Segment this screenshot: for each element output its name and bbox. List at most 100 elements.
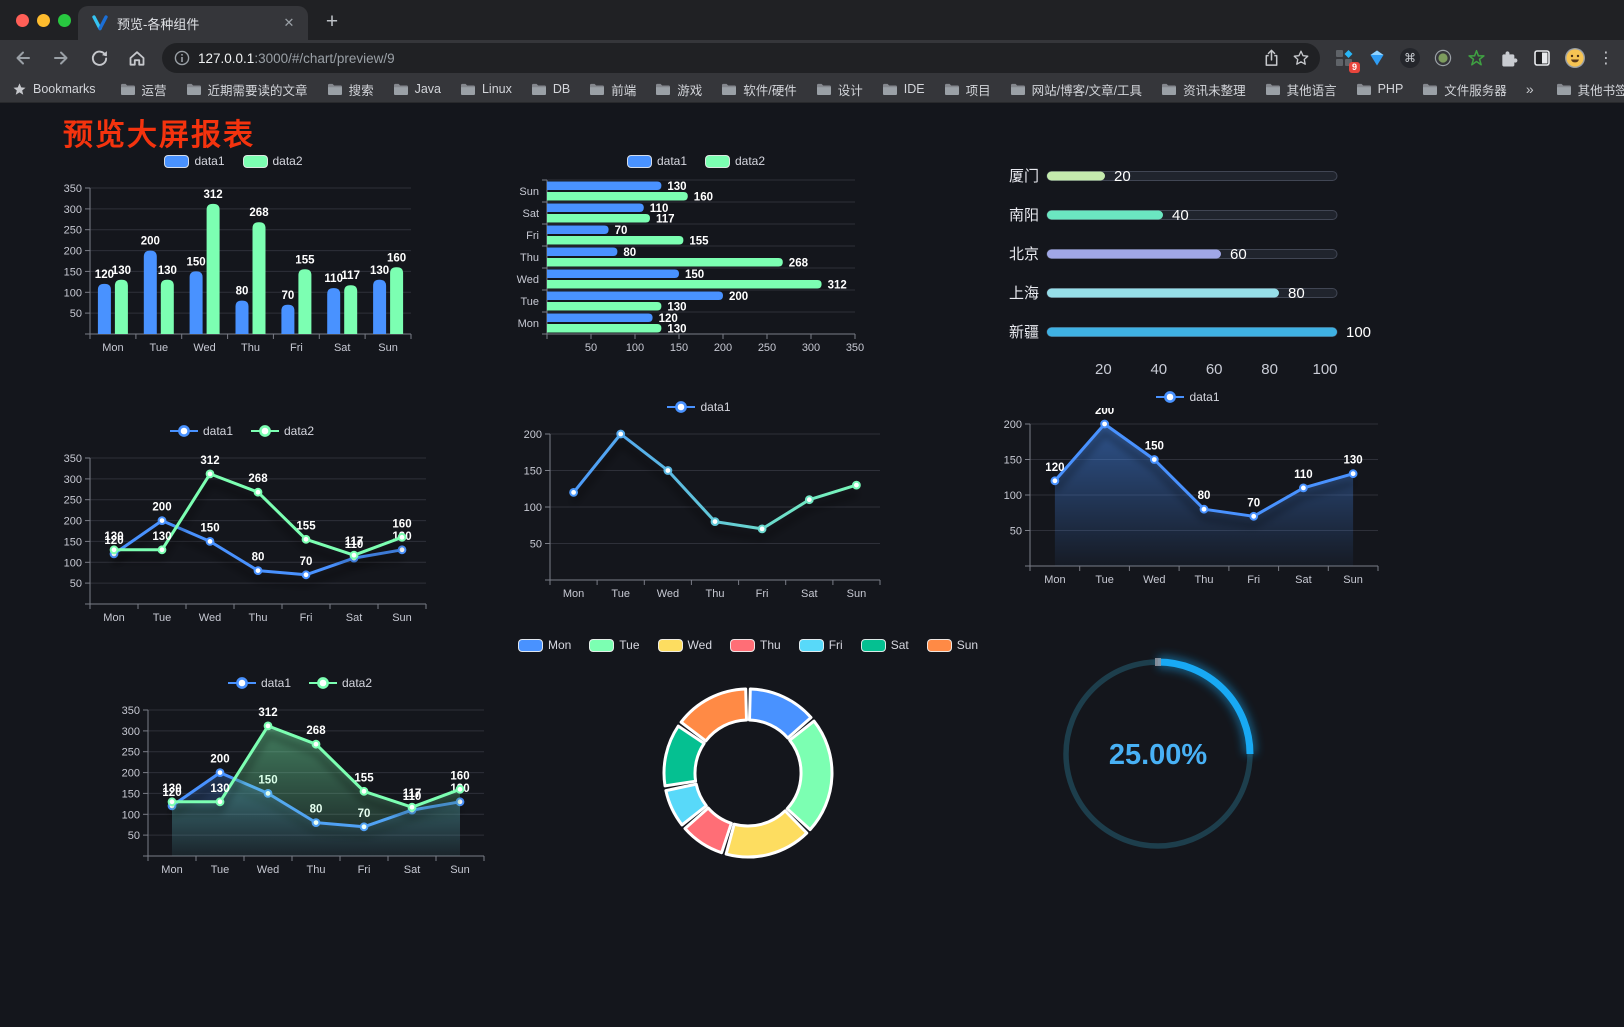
point-data2 xyxy=(349,550,359,560)
line-chart-svg: 50 100 150 200 Mon Tue Wed Thu Fri Sat Sun 120 200 15… xyxy=(1004,408,1379,586)
legend-swatch-icon xyxy=(589,638,615,652)
bookmark-folder[interactable]: 网站/博客/文章/工具 xyxy=(1010,80,1142,99)
home-icon[interactable] xyxy=(122,43,152,73)
svg-text:150: 150 xyxy=(122,788,140,800)
svg-text:155: 155 xyxy=(689,235,709,247)
bookmark-folder[interactable]: IDE xyxy=(882,82,925,96)
legend-line-icon xyxy=(227,677,256,689)
url-bar[interactable]: 127.0.0.1:3000/#/chart/preview/9 xyxy=(162,43,1320,73)
chart-line-gradient[interactable]: data1 50 100 150 200 Mon Tue Wed Thu Fri Sat Sun xyxy=(506,396,892,608)
extension-record-icon[interactable] xyxy=(1431,46,1455,70)
bookmark-folder[interactable]: Java xyxy=(393,82,441,96)
hbar-data2-Sat xyxy=(547,214,650,223)
bookmarks-label[interactable]: Bookmarks xyxy=(33,82,96,96)
legend-label: Tue xyxy=(619,638,640,652)
window-zoom-button[interactable] xyxy=(58,14,71,27)
window-close-button[interactable] xyxy=(16,14,29,27)
bookmarks-star-icon[interactable] xyxy=(12,82,27,97)
chart-line-dual-area[interactable]: data1 data2 50 100 150 200 250 300 350 Mon Tue Wed T… xyxy=(104,672,496,884)
progress-fill-北京 xyxy=(1047,249,1221,259)
legend-item-Wed[interactable]: Wed xyxy=(657,638,712,652)
extension-diamond-icon[interactable] xyxy=(1365,46,1389,70)
bookmarks-overflow-chevron[interactable]: » xyxy=(1525,81,1534,97)
reload-icon[interactable] xyxy=(84,43,114,73)
window-controls[interactable] xyxy=(16,14,71,27)
point-data2 xyxy=(215,797,225,807)
extension-star-icon[interactable] xyxy=(1464,46,1488,70)
bookmark-folder[interactable]: Linux xyxy=(460,82,512,96)
point-data1 xyxy=(1348,469,1358,479)
bookmark-label: Linux xyxy=(481,82,512,96)
legend-item-data1[interactable]: data1 xyxy=(1156,390,1220,404)
legend-item-data1[interactable]: data1 xyxy=(164,154,225,168)
legend-item-data1[interactable]: data1 xyxy=(227,676,291,690)
hbar-data1-Sat xyxy=(547,203,644,212)
legend-item-Fri[interactable]: Fri xyxy=(798,638,843,652)
bar-data2-Mon xyxy=(114,279,128,334)
bookmark-folder[interactable]: 资讯未整理 xyxy=(1161,80,1246,99)
folder-icon xyxy=(186,83,201,95)
bookmark-folder[interactable]: 搜索 xyxy=(327,80,374,99)
legend-item-Thu[interactable]: Thu xyxy=(730,638,781,652)
legend-item-data2[interactable]: data2 xyxy=(309,676,372,690)
chart-donut[interactable]: Mon Tue Wed Thu Fri Sat Sun xyxy=(517,634,978,864)
chart-bar-grouped[interactable]: data1 data2 50 100 150 200 250 300 350 Mon Tue Wed T… xyxy=(46,150,421,362)
window-minimize-button[interactable] xyxy=(37,14,50,27)
extension-grid-icon[interactable]: 9 xyxy=(1332,46,1360,73)
profile-avatar[interactable] xyxy=(1563,46,1587,70)
bookmark-folder[interactable]: 软件/硬件 xyxy=(721,80,797,99)
legend-label: data1 xyxy=(194,154,225,168)
bookmark-folder[interactable]: 游戏 xyxy=(655,80,702,99)
chart-progress-bars[interactable]: 厦门 20 南阳 40 北京 60 上海 80 新疆 100 20 40 60 80 100 xyxy=(995,152,1395,384)
chart-line-dual[interactable]: data1 data2 50 100 150 200 250 300 350 Mon Tue Wed T… xyxy=(46,420,438,632)
svg-text:80: 80 xyxy=(623,247,636,259)
legend-item-data1[interactable]: data1 xyxy=(667,400,731,414)
chart-gauge[interactable]: 25.00% xyxy=(1048,644,1268,864)
point-data2 xyxy=(397,532,407,542)
tab-strip: 预览-各种组件 ✕ + xyxy=(0,0,1624,40)
bookmark-folder[interactable]: 近期需要读的文章 xyxy=(186,80,308,99)
chart-line-area[interactable]: data1 50 100 150 200 Mon Tue Wed Thu Fri Sat Sun 120… xyxy=(986,386,1390,594)
bookmark-star-icon[interactable] xyxy=(1292,49,1310,67)
back-icon[interactable] xyxy=(8,43,38,73)
legend-item-Tue[interactable]: Tue xyxy=(589,638,640,652)
extensions-puzzle-icon[interactable] xyxy=(1497,46,1521,70)
legend-item-data1[interactable]: data1 xyxy=(169,424,233,438)
legend-item-data2[interactable]: data2 xyxy=(251,424,314,438)
bookmark-folder[interactable]: DB xyxy=(531,82,570,96)
legend-item-data1[interactable]: data1 xyxy=(626,154,687,168)
svg-text:Tue: Tue xyxy=(1095,574,1114,586)
legend-item-Sun[interactable]: Sun xyxy=(926,638,978,652)
legend-item-Sat[interactable]: Sat xyxy=(860,638,909,652)
browser-menu-icon[interactable]: ⋮ xyxy=(1598,50,1614,67)
share-icon[interactable] xyxy=(1263,49,1280,67)
legend-item-data2[interactable]: data2 xyxy=(242,154,303,168)
chart-bar-horizontal[interactable]: data1 data2 50 100 150 200 250 300 350 Sun 130 160 S… xyxy=(505,150,887,362)
url-text[interactable]: 127.0.0.1:3000/#/chart/preview/9 xyxy=(198,51,395,66)
bookmark-folder[interactable]: 设计 xyxy=(816,80,863,99)
progress-label: 厦门 xyxy=(1009,168,1039,185)
other-bookmarks-folder[interactable]: 其他书签 xyxy=(1556,80,1624,99)
svg-text:Sun: Sun xyxy=(1343,574,1363,586)
bookmark-folder[interactable]: 前端 xyxy=(589,80,636,99)
bookmark-folder[interactable]: 运营 xyxy=(120,80,167,99)
browser-tab[interactable]: 预览-各种组件 ✕ xyxy=(78,6,308,40)
site-info-icon[interactable] xyxy=(174,50,190,66)
legend-label: data1 xyxy=(1189,390,1220,404)
bookmark-folder[interactable]: 文件服务器 xyxy=(1422,80,1507,99)
forward-icon[interactable] xyxy=(46,43,76,73)
hbar-data2-Tue xyxy=(547,302,662,311)
extension-contrast-icon[interactable] xyxy=(1530,46,1554,70)
bookmark-label: DB xyxy=(552,82,571,96)
bookmark-folder[interactable]: 项目 xyxy=(944,80,991,99)
new-tab-button[interactable]: + xyxy=(325,10,339,33)
extension-command-icon[interactable]: ⌘ xyxy=(1398,46,1422,70)
legend-item-data2[interactable]: data2 xyxy=(705,154,765,168)
bookmark-folder[interactable]: PHP xyxy=(1356,82,1403,96)
svg-text:200: 200 xyxy=(64,246,82,258)
svg-text:Sat: Sat xyxy=(334,342,351,354)
legend-item-Mon[interactable]: Mon xyxy=(517,638,571,652)
svg-text:200: 200 xyxy=(64,516,82,528)
bookmark-folder[interactable]: 其他语言 xyxy=(1265,80,1337,99)
tab-close-icon[interactable]: ✕ xyxy=(283,15,295,30)
